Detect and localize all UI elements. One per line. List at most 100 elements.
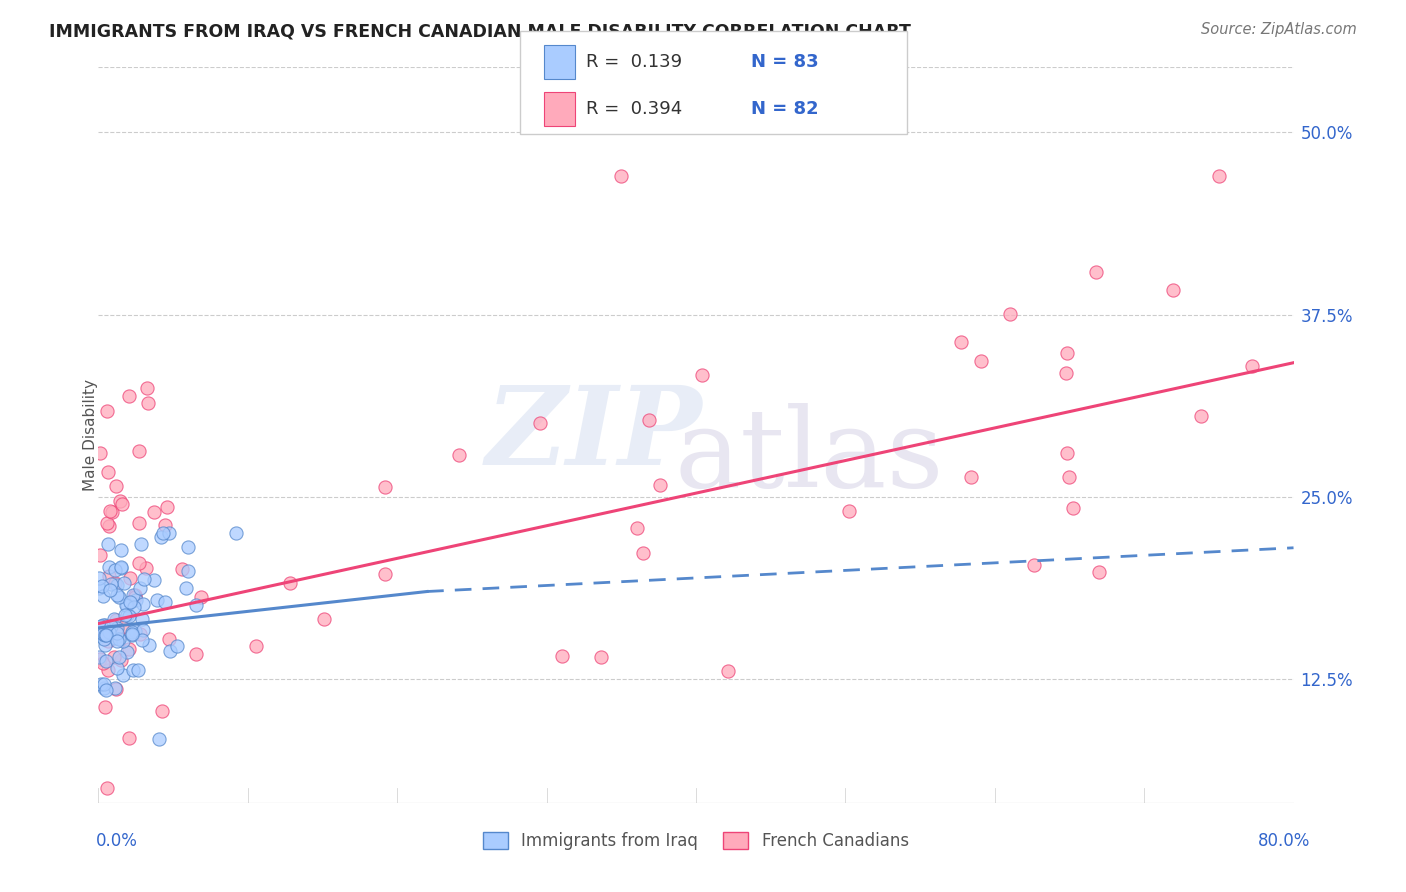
Point: [108, 650, 131, 665]
Point: [118, 608, 141, 623]
Point: [118, 571, 141, 585]
Point: [156, 500, 179, 514]
Point: [93, 589, 115, 603]
Point: [107, 632, 129, 646]
Point: [94, 628, 117, 642]
Legend: Immigrants from Iraq, French Canadians: Immigrants from Iraq, French Canadians: [477, 825, 915, 857]
Point: [105, 661, 128, 675]
Point: [105, 634, 128, 648]
Point: [1208, 169, 1230, 184]
Point: [97, 537, 120, 551]
Text: ZIP: ZIP: [486, 381, 703, 489]
Point: [138, 638, 160, 652]
Text: IMMIGRANTS FROM IRAQ VS FRENCH CANADIAN MALE DISABILITY CORRELATION CHART: IMMIGRANTS FROM IRAQ VS FRENCH CANADIAN …: [49, 22, 911, 40]
Text: Source: ZipAtlas.com: Source: ZipAtlas.com: [1201, 22, 1357, 37]
Point: [122, 588, 145, 602]
Point: [128, 627, 150, 641]
Point: [90, 619, 112, 633]
Point: [146, 592, 169, 607]
Point: [1189, 409, 1212, 423]
Point: [93, 624, 115, 638]
Point: [87, 582, 110, 596]
Text: 0.0%: 0.0%: [96, 831, 138, 849]
Point: [96, 516, 118, 531]
Point: [94, 638, 117, 652]
Point: [105, 588, 128, 602]
Point: [118, 641, 141, 656]
Point: [111, 633, 134, 648]
Point: [98, 618, 121, 632]
Point: [115, 598, 138, 612]
Point: [105, 621, 128, 635]
Point: [110, 620, 132, 634]
Point: [91, 656, 114, 670]
Point: [115, 607, 138, 622]
Point: [122, 600, 145, 615]
Point: [105, 578, 128, 592]
Point: [374, 567, 396, 582]
Point: [159, 644, 181, 658]
Point: [177, 540, 200, 554]
Point: [97, 559, 120, 574]
Point: [177, 564, 200, 578]
Point: [157, 526, 180, 541]
Point: [103, 611, 125, 625]
Point: [135, 561, 157, 575]
Point: [1240, 359, 1263, 373]
Point: [105, 613, 128, 627]
Point: [118, 595, 141, 609]
Point: [117, 731, 139, 746]
Point: [128, 556, 150, 570]
Point: [1084, 265, 1107, 279]
Point: [166, 639, 188, 653]
Point: [96, 781, 118, 796]
Point: [93, 632, 115, 646]
Point: [153, 518, 176, 533]
Text: 80.0%: 80.0%: [1258, 831, 1310, 849]
Point: [118, 389, 141, 403]
Point: [970, 354, 993, 368]
Point: [104, 631, 127, 645]
Point: [98, 518, 121, 533]
Point: [115, 645, 138, 659]
Point: [135, 381, 157, 395]
Point: [108, 493, 131, 508]
Point: [121, 627, 143, 641]
Point: [89, 548, 111, 562]
Point: [104, 576, 127, 591]
Point: [112, 576, 135, 591]
Point: [97, 465, 120, 479]
Point: [129, 581, 152, 595]
Point: [110, 653, 132, 667]
Point: [717, 665, 740, 679]
Point: [1057, 470, 1080, 484]
Point: [1161, 283, 1184, 297]
Point: [97, 634, 120, 648]
Point: [105, 622, 128, 636]
Point: [529, 417, 551, 431]
Point: [101, 505, 124, 519]
Point: [132, 623, 155, 637]
Point: [115, 599, 138, 613]
Point: [105, 681, 128, 696]
Point: [610, 169, 633, 184]
Point: [1062, 500, 1084, 515]
Point: [150, 530, 173, 544]
Point: [91, 626, 114, 640]
Point: [124, 591, 146, 605]
Point: [631, 546, 654, 560]
Point: [124, 588, 146, 602]
Point: [152, 526, 174, 541]
Point: [96, 404, 118, 418]
Point: [960, 469, 983, 483]
Point: [93, 617, 115, 632]
Point: [89, 629, 111, 643]
Y-axis label: Male Disability: Male Disability: [83, 379, 97, 491]
Point: [374, 480, 396, 494]
Point: [96, 654, 118, 668]
Point: [142, 573, 165, 587]
Point: [626, 521, 648, 535]
Point: [97, 663, 120, 677]
Point: [690, 368, 713, 383]
Point: [153, 594, 176, 608]
